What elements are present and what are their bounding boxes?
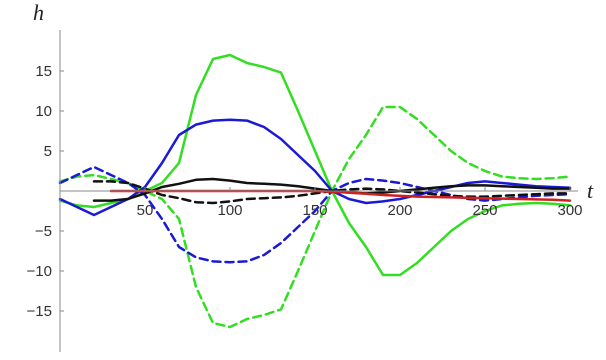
x-tick-label: 250 <box>472 202 497 219</box>
x-ticks: 50 100 150 200 250 300 <box>137 187 583 219</box>
x-tick-label: 200 <box>387 202 412 219</box>
y-tick-label: 15 <box>35 63 52 80</box>
x-tick-label: 50 <box>137 202 154 219</box>
y-tick-label: −15 <box>27 303 52 320</box>
y-tick-label: 5 <box>44 143 52 160</box>
y-tick-label: 10 <box>35 103 52 120</box>
series-line-1 <box>58 105 572 329</box>
y-ticks: −15 −10 −5 5 10 15 <box>27 63 64 320</box>
series-line-3 <box>58 165 572 264</box>
x-tick-label: 150 <box>302 202 327 219</box>
y-axis-label: h <box>33 0 44 25</box>
y-tick-label: −5 <box>35 223 52 240</box>
y-tick-label: −10 <box>27 263 52 280</box>
x-axis-label: t <box>587 178 594 203</box>
x-tick-label: 100 <box>217 202 242 219</box>
series-line-0 <box>58 53 572 277</box>
x-tick-label: 300 <box>557 202 582 219</box>
